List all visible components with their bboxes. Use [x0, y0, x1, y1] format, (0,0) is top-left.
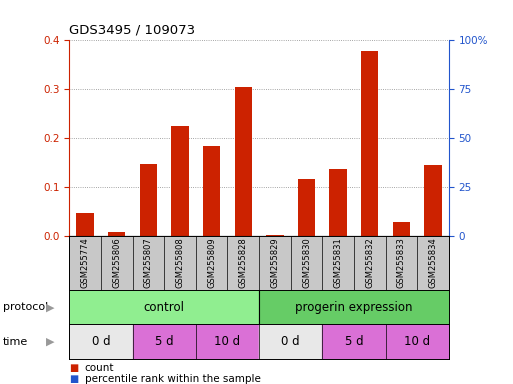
Text: GDS3495 / 109073: GDS3495 / 109073 — [69, 23, 195, 36]
Text: GSM255834: GSM255834 — [428, 238, 438, 288]
Text: GSM255833: GSM255833 — [397, 238, 406, 288]
Bar — [234, 87, 252, 236]
Text: ▶: ▶ — [46, 337, 54, 347]
Bar — [132, 324, 196, 359]
Text: count: count — [85, 363, 114, 373]
Text: GSM255831: GSM255831 — [333, 238, 343, 288]
Text: protocol: protocol — [3, 302, 48, 312]
Bar — [259, 290, 449, 324]
Bar — [171, 126, 189, 236]
Text: ▶: ▶ — [46, 302, 54, 312]
Text: GSM255806: GSM255806 — [112, 238, 121, 288]
Text: 0 d: 0 d — [282, 335, 300, 348]
Text: GSM255808: GSM255808 — [175, 238, 185, 288]
Bar — [76, 213, 94, 236]
Text: GSM255829: GSM255829 — [270, 238, 280, 288]
Text: 5 d: 5 d — [345, 335, 363, 348]
Text: 0 d: 0 d — [92, 335, 110, 348]
Text: 10 d: 10 d — [404, 335, 430, 348]
Bar — [361, 51, 379, 236]
Bar — [266, 235, 284, 236]
Bar — [196, 324, 259, 359]
Bar — [69, 324, 132, 359]
Text: GSM255830: GSM255830 — [302, 238, 311, 288]
Bar — [108, 232, 125, 236]
Text: GSM255832: GSM255832 — [365, 238, 374, 288]
Text: GSM255774: GSM255774 — [81, 238, 90, 288]
Bar — [140, 164, 157, 236]
Bar — [329, 169, 347, 236]
Bar — [259, 324, 322, 359]
Text: percentile rank within the sample: percentile rank within the sample — [85, 374, 261, 384]
Text: GSM255807: GSM255807 — [144, 238, 153, 288]
Text: 5 d: 5 d — [155, 335, 173, 348]
Text: ■: ■ — [69, 363, 78, 373]
Bar — [393, 222, 410, 236]
Bar — [322, 324, 386, 359]
Bar — [424, 165, 442, 236]
Bar — [298, 179, 315, 236]
Bar — [69, 290, 259, 324]
Text: GSM255828: GSM255828 — [239, 238, 248, 288]
Text: progerin expression: progerin expression — [295, 301, 413, 314]
Bar — [386, 324, 449, 359]
Text: control: control — [144, 301, 185, 314]
Bar — [203, 146, 220, 236]
Text: time: time — [3, 337, 28, 347]
Text: GSM255809: GSM255809 — [207, 238, 216, 288]
Text: ■: ■ — [69, 374, 78, 384]
Text: 10 d: 10 d — [214, 335, 241, 348]
